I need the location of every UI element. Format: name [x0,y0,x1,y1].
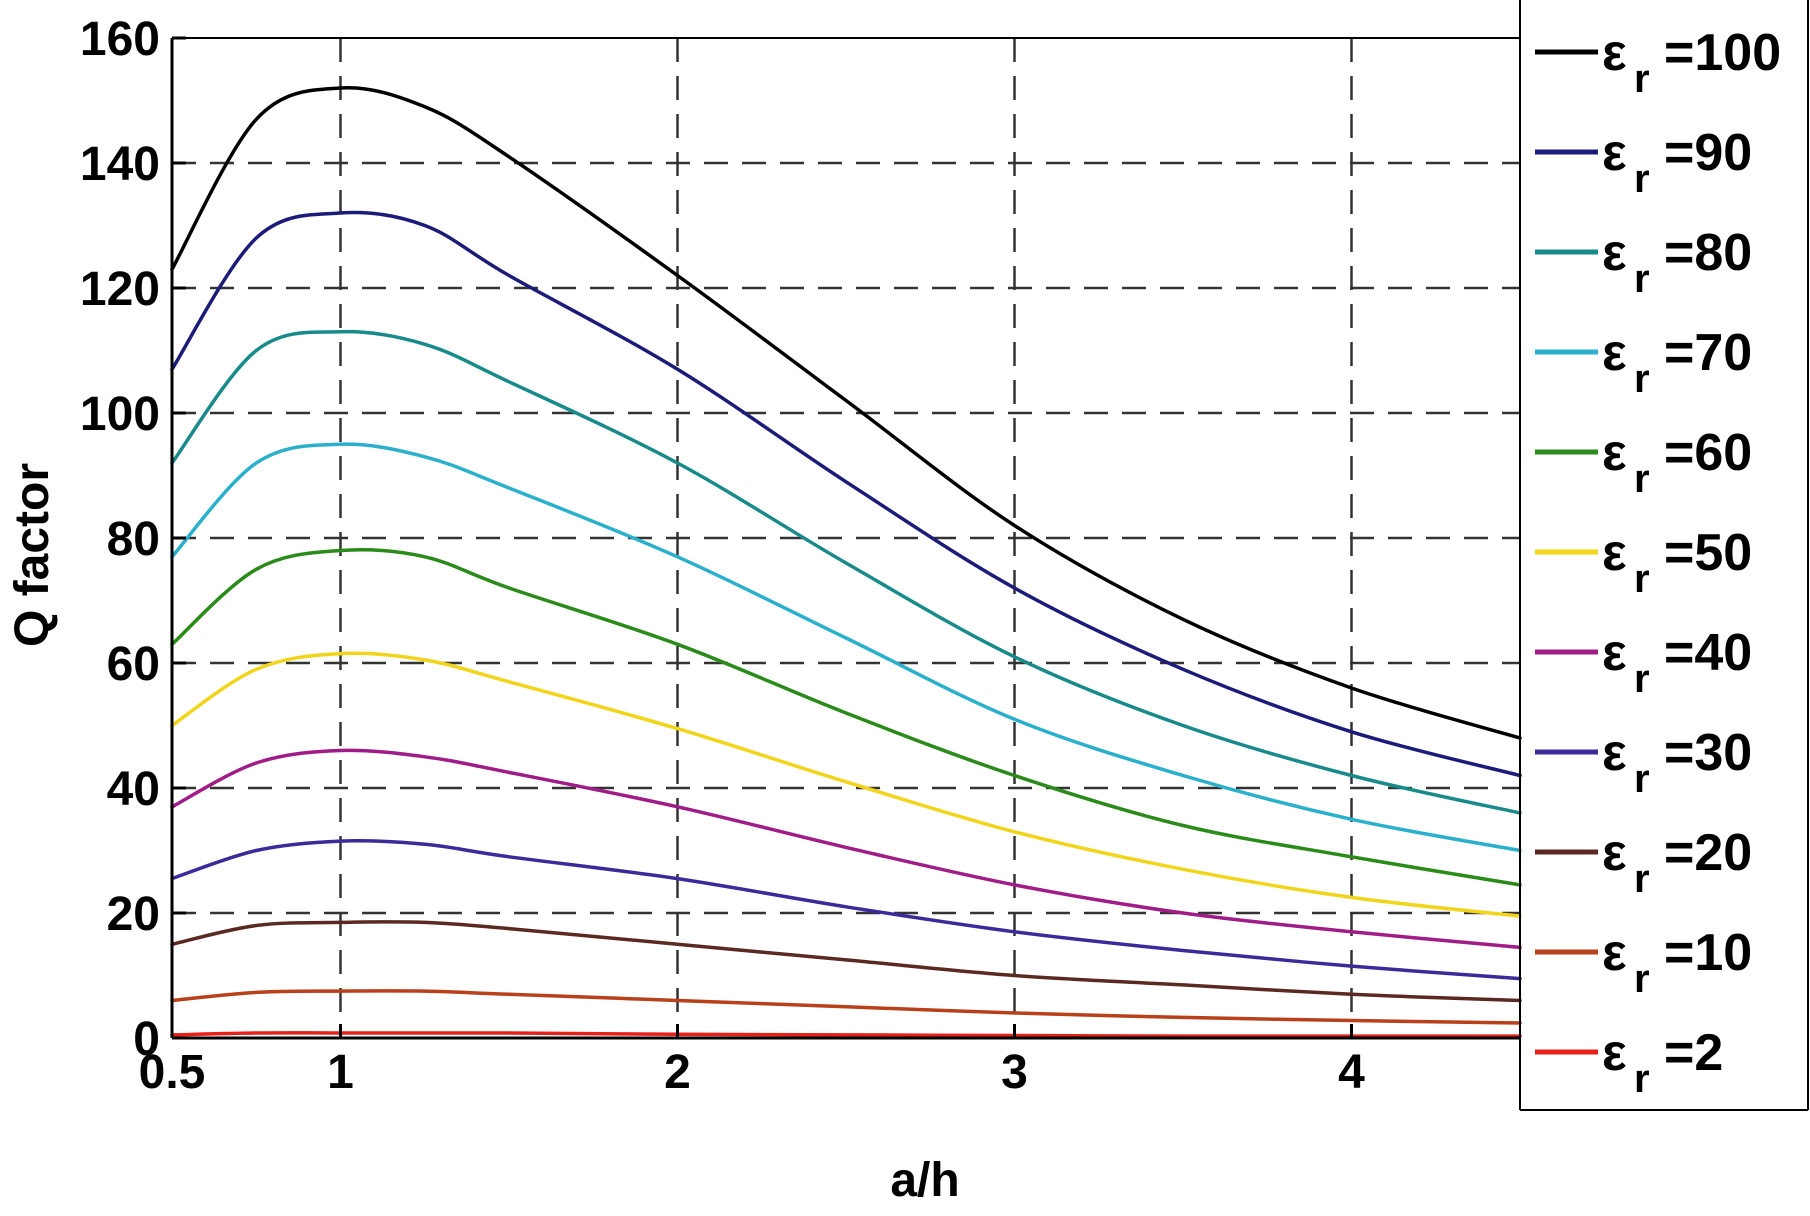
legend-value: =80 [1664,224,1752,282]
legend-subscript: r [1634,657,1650,701]
legend-subscript: r [1634,857,1650,901]
series-line [170,989,1522,1025]
y-tick-label: 60 [107,638,160,691]
series-line [170,748,1522,950]
x-tick-label: 4 [1338,1046,1365,1099]
grid-lines [172,38,1520,1038]
y-tick-label: 20 [107,888,160,941]
legend-symbol: ε [1602,424,1627,482]
legend-value: =30 [1664,724,1752,782]
legend-symbol: ε [1602,324,1627,382]
series-line [170,547,1522,887]
legend-symbol: ε [1602,624,1627,682]
legend-subscript: r [1634,457,1650,501]
legend-symbol: ε [1602,124,1627,182]
x-tick-label: 2 [664,1046,691,1099]
legend-subscript: r [1634,957,1650,1001]
y-tick-label: 160 [80,13,160,66]
y-tick-label: 140 [80,138,160,191]
legend-subscript: r [1634,157,1650,201]
legend-subscript: r [1634,357,1650,401]
legend-value: =40 [1664,624,1752,682]
legend-subscript: r [1634,1057,1650,1101]
legend-value: =20 [1664,824,1752,882]
legend-symbol: ε [1602,1024,1627,1082]
legend-subscript: r [1634,757,1650,801]
legend-subscript: r [1634,257,1650,301]
y-tick-label: 0 [133,1013,160,1066]
legend-symbol: ε [1602,224,1627,282]
x-axis-label: a/h [890,1154,959,1207]
tick-labels: 0 20 40 60 80 100 120 140 160 0.5 1 2 3 4 [80,13,1365,1099]
legend-value: =10 [1664,924,1752,982]
series-line [170,210,1522,778]
y-tick-label: 40 [107,763,160,816]
y-tick-label: 120 [80,263,160,316]
legend-symbol: ε [1602,724,1627,782]
legend-value: =100 [1664,24,1781,82]
legend-symbol: ε [1602,24,1627,82]
series-line [170,651,1522,918]
legend-subscript: r [1634,57,1650,101]
series-line [170,329,1522,815]
legend-subscript: r [1634,557,1650,601]
legend-value: =60 [1664,424,1752,482]
legend-value: =2 [1664,1024,1723,1082]
y-tick-label: 80 [107,513,160,566]
legend-symbol: ε [1602,924,1627,982]
legend-value: =90 [1664,124,1752,182]
x-tick-label: 0.5 [139,1046,206,1099]
legend-symbol: ε [1602,824,1627,882]
series-line [170,920,1522,1003]
x-tick-label: 1 [327,1046,354,1099]
legend-symbol: ε [1602,524,1627,582]
x-tick-label: 3 [1001,1046,1028,1099]
series-line [170,839,1522,981]
y-axis-label: Q factor [6,463,59,647]
legend-value: =70 [1664,324,1752,382]
y-tick-label: 100 [80,388,160,441]
series-line [170,442,1522,853]
series-line [170,85,1522,740]
legend-value: =50 [1664,524,1752,582]
